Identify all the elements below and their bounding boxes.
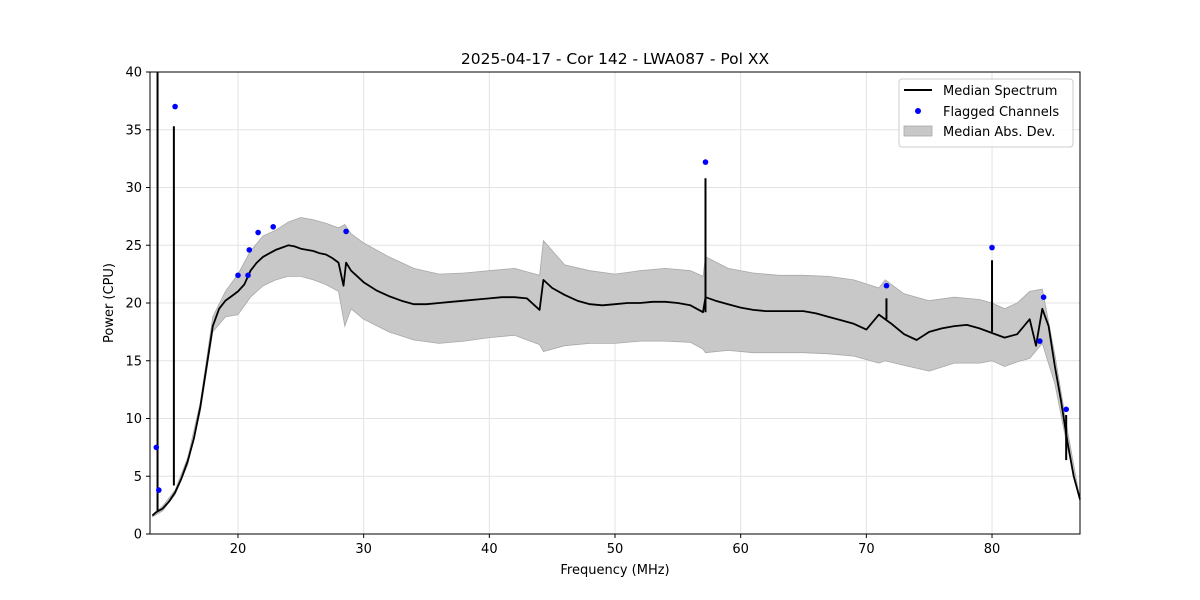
x-tick-label: 30 [355, 542, 372, 557]
legend: Median Spectrum Flagged Channels Median … [898, 78, 1074, 148]
y-tick-label: 10 [125, 412, 142, 427]
flagged-channel-point [989, 244, 995, 251]
y-tick-label: 30 [125, 181, 142, 196]
flagged-channel-point [172, 103, 178, 110]
y-tick-label: 35 [125, 123, 142, 138]
x-tick-label: 60 [732, 542, 749, 557]
median-line-layer [151, 72, 1081, 517]
x-tick-label: 40 [481, 542, 498, 557]
y-tick-label: 40 [125, 66, 142, 81]
y-tick-label: 25 [125, 239, 142, 254]
flagged-channel-point [1037, 338, 1043, 344]
flagged-channel-point [235, 272, 241, 279]
y-tick-label: 15 [125, 354, 142, 369]
legend-dot-swatch [915, 108, 921, 114]
legend-label-mad: Median Abs. Dev. [943, 125, 1055, 140]
flagged-channel-point [156, 487, 162, 493]
flagged-channel-point [1063, 406, 1069, 413]
flagged-channel-point [343, 228, 349, 235]
flagged-points-layer [153, 103, 1069, 493]
legend-label-median: Median Spectrum [943, 84, 1057, 99]
x-tick-label: 20 [230, 542, 247, 557]
legend-band-swatch [903, 125, 933, 137]
legend-label-flagged: Flagged Channels [943, 105, 1059, 120]
flagged-channel-point [245, 272, 251, 279]
flagged-channel-point [883, 282, 890, 289]
flagged-channel-point [246, 247, 253, 253]
x-tick-label: 80 [984, 542, 1001, 557]
y-axis-label: Power (CPU) [102, 263, 117, 343]
flagged-channel-point [1040, 294, 1047, 301]
median-spectrum-line [151, 244, 1081, 517]
y-tick-label: 0 [134, 528, 142, 543]
legend-box [898, 78, 1074, 148]
y-axis-ticks: 0 5 10 15 20 25 30 35 40 [125, 66, 150, 543]
y-tick-label: 20 [125, 297, 142, 312]
flagged-channel-point [702, 159, 709, 165]
flagged-channel-point [270, 224, 277, 230]
x-axis-label: Frequency (MHz) [560, 563, 669, 578]
x-axis-ticks: 20 30 40 50 60 70 80 [230, 534, 1001, 557]
flagged-channel-point [255, 229, 261, 236]
flagged-channel-point [153, 444, 160, 451]
x-tick-label: 50 [607, 542, 624, 557]
x-tick-label: 70 [858, 542, 875, 557]
y-tick-label: 5 [134, 470, 142, 485]
chart-title: 2025-04-17 - Cor 142 - LWA087 - Pol XX [461, 50, 770, 68]
